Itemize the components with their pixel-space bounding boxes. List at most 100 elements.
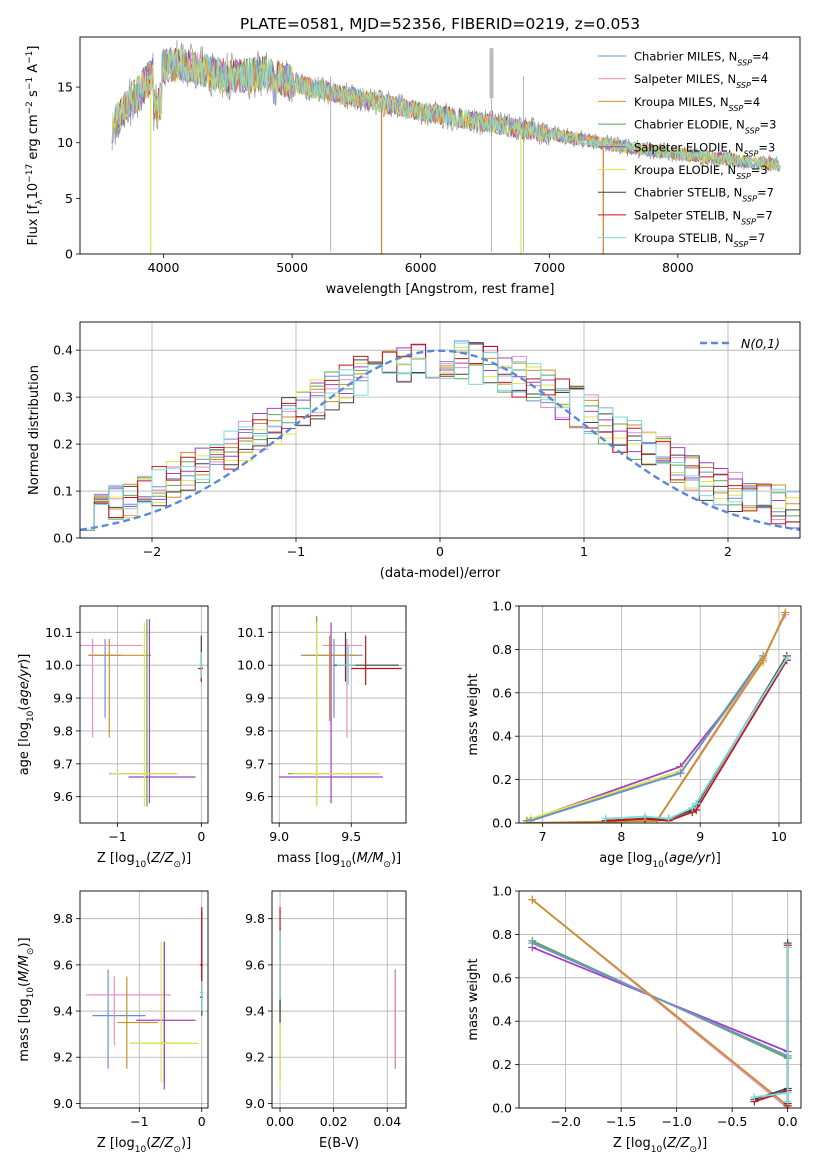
weight-line-6 — [754, 943, 789, 1104]
residual-legend: N(0,1) — [700, 336, 780, 351]
y-axis-label-part: age/yr — [17, 662, 32, 705]
legend-label: Kroupa ELODIE, NSSP=3 — [634, 163, 768, 181]
x-axis-label: age [log10(age/yr)] — [599, 851, 721, 870]
legend-label: Chabrier STELIB, NSSP=7 — [634, 186, 774, 204]
legend-subscript: SSP — [736, 81, 751, 90]
x-tick-label: 0.0 — [778, 1114, 798, 1129]
x-axis-label-part: ( — [146, 1136, 151, 1151]
y-tick-label: 0.4 — [492, 729, 512, 744]
y-axis-label-part: )] — [17, 654, 32, 664]
y-tick-label: 9.6 — [53, 957, 73, 972]
x-axis-label-part: 10 — [135, 1145, 147, 1155]
y-tick-label: 9.6 — [245, 789, 265, 804]
y-axis-label: mass weight — [466, 958, 481, 1040]
y-tick-label: 9.2 — [53, 1050, 73, 1065]
x-tick-label: 7 — [539, 829, 547, 844]
x-tick-label: 5000 — [276, 260, 308, 275]
x-axis-label-part: (data-model)/error — [380, 566, 501, 581]
y-tick-label: 9.4 — [53, 1004, 73, 1019]
weight-line-5 — [530, 661, 764, 820]
x-tick-label: 7000 — [533, 260, 565, 275]
y-tick-label: 9.0 — [53, 1096, 73, 1111]
x-axis-label: Z [log10(Z/Z⊙)] — [613, 1136, 707, 1155]
x-axis-label-part: )] — [181, 851, 191, 866]
y-axis-label-part: )] — [17, 937, 32, 947]
y-tick-label: 0.6 — [492, 970, 512, 985]
y-axis-label-part: ( — [17, 982, 32, 987]
weight-marker — [676, 769, 685, 778]
legend-count: =7 — [757, 186, 774, 200]
normal-reference-curve — [80, 349, 800, 531]
weight-line-8 — [605, 657, 788, 820]
x-tick-label: 0 — [197, 829, 205, 844]
x-tick-label: 0 — [198, 1114, 206, 1129]
legend-count: =3 — [760, 118, 777, 132]
x-axis-label: (data-model)/error — [380, 566, 501, 581]
y-tick-label: 0.6 — [492, 685, 512, 700]
x-tick-label: −1 — [108, 829, 126, 844]
y-axis-label-part: M/M — [17, 955, 32, 982]
x-tick-label: 0.02 — [320, 1114, 348, 1129]
mass_vs_Z-errorbars — [86, 907, 204, 1090]
x-tick-label: 8000 — [662, 260, 694, 275]
y-axis-label-part: ⊙ — [26, 948, 36, 956]
y-tick-label: 0.4 — [492, 1014, 512, 1029]
y-tick-label: 10.1 — [45, 625, 73, 640]
weight-marker — [782, 654, 791, 663]
y-axis-label-part: ( — [17, 706, 32, 711]
x-axis-label: Z [log10(Z/Z⊙)] — [97, 1136, 191, 1155]
age_vs_mass-errorbars — [279, 615, 402, 807]
axes-frame — [518, 605, 802, 824]
x-axis-label-part: )] — [711, 851, 721, 866]
weight-line-0 — [530, 657, 764, 822]
y-axis-label-part: λ — [35, 199, 45, 205]
x-axis-label-part: Z [log — [97, 851, 135, 866]
axes-frame — [79, 890, 209, 1109]
legend-label: Kroupa MILES, NSSP=4 — [634, 95, 760, 113]
y-axis-label-part: mass [log — [17, 998, 32, 1061]
y-tick-label: 0.0 — [53, 531, 73, 546]
legend-label: Salpeter ELODIE, NSSP=3 — [634, 140, 775, 158]
y-axis-label-part: Normed distribution — [27, 365, 42, 495]
legend-subscript: SSP — [729, 103, 744, 112]
y-axis-label: mass [log10(M/M⊙)] — [17, 937, 36, 1061]
axes-frame — [271, 890, 407, 1109]
x-tick-label: −1 — [130, 1114, 148, 1129]
residual-histograms — [80, 340, 800, 538]
y-tick-label: 10.1 — [237, 625, 265, 640]
y-axis-label-part: −1 — [25, 51, 35, 64]
y-tick-label: 9.0 — [245, 1096, 265, 1111]
x-axis-label-part: Z/Z — [150, 851, 174, 866]
x-axis-label-part: )] — [181, 1136, 191, 1151]
y-tick-label: 1.0 — [492, 884, 512, 899]
x-tick-label: −2 — [143, 544, 161, 559]
weight-line-6 — [605, 655, 788, 822]
x-axis-label-part: ( — [662, 1136, 667, 1151]
axes-frame — [79, 36, 801, 255]
x-tick-label: 8 — [617, 829, 625, 844]
x-axis-label-part: Z/Z — [666, 1136, 690, 1151]
weight-marker — [783, 943, 792, 952]
y-tick-label: 0.2 — [53, 437, 73, 452]
legend-subscript: SSP — [741, 217, 756, 226]
x-axis-label-part: ( — [664, 851, 669, 866]
weight-line-7 — [605, 659, 788, 822]
x-tick-label: 1 — [580, 544, 588, 559]
weight-marker — [528, 939, 537, 948]
spectrum-lines — [111, 40, 781, 254]
x-tick-label: 0 — [436, 544, 444, 559]
x-axis-label-part: )] — [697, 1136, 707, 1151]
y-axis-label-part: mass weight — [466, 673, 481, 755]
legend-label: Chabrier ELODIE, NSSP=3 — [634, 118, 776, 136]
x-axis-label-part: wavelength [Angstrom, rest frame] — [326, 282, 555, 297]
y-tick-label: 0.8 — [492, 927, 512, 942]
y-tick-label: 9.9 — [53, 691, 73, 706]
legend-count: =7 — [748, 231, 765, 245]
weight-marker — [528, 895, 537, 904]
weight-marker — [526, 816, 535, 823]
weight-line-2 — [526, 612, 787, 823]
x-axis-label: wavelength [Angstrom, rest frame] — [326, 282, 555, 297]
y-tick-label: 9.6 — [245, 957, 265, 972]
legend-label: Kroupa STELIB, NSSP=7 — [634, 231, 765, 249]
x-tick-label: −1 — [287, 544, 305, 559]
